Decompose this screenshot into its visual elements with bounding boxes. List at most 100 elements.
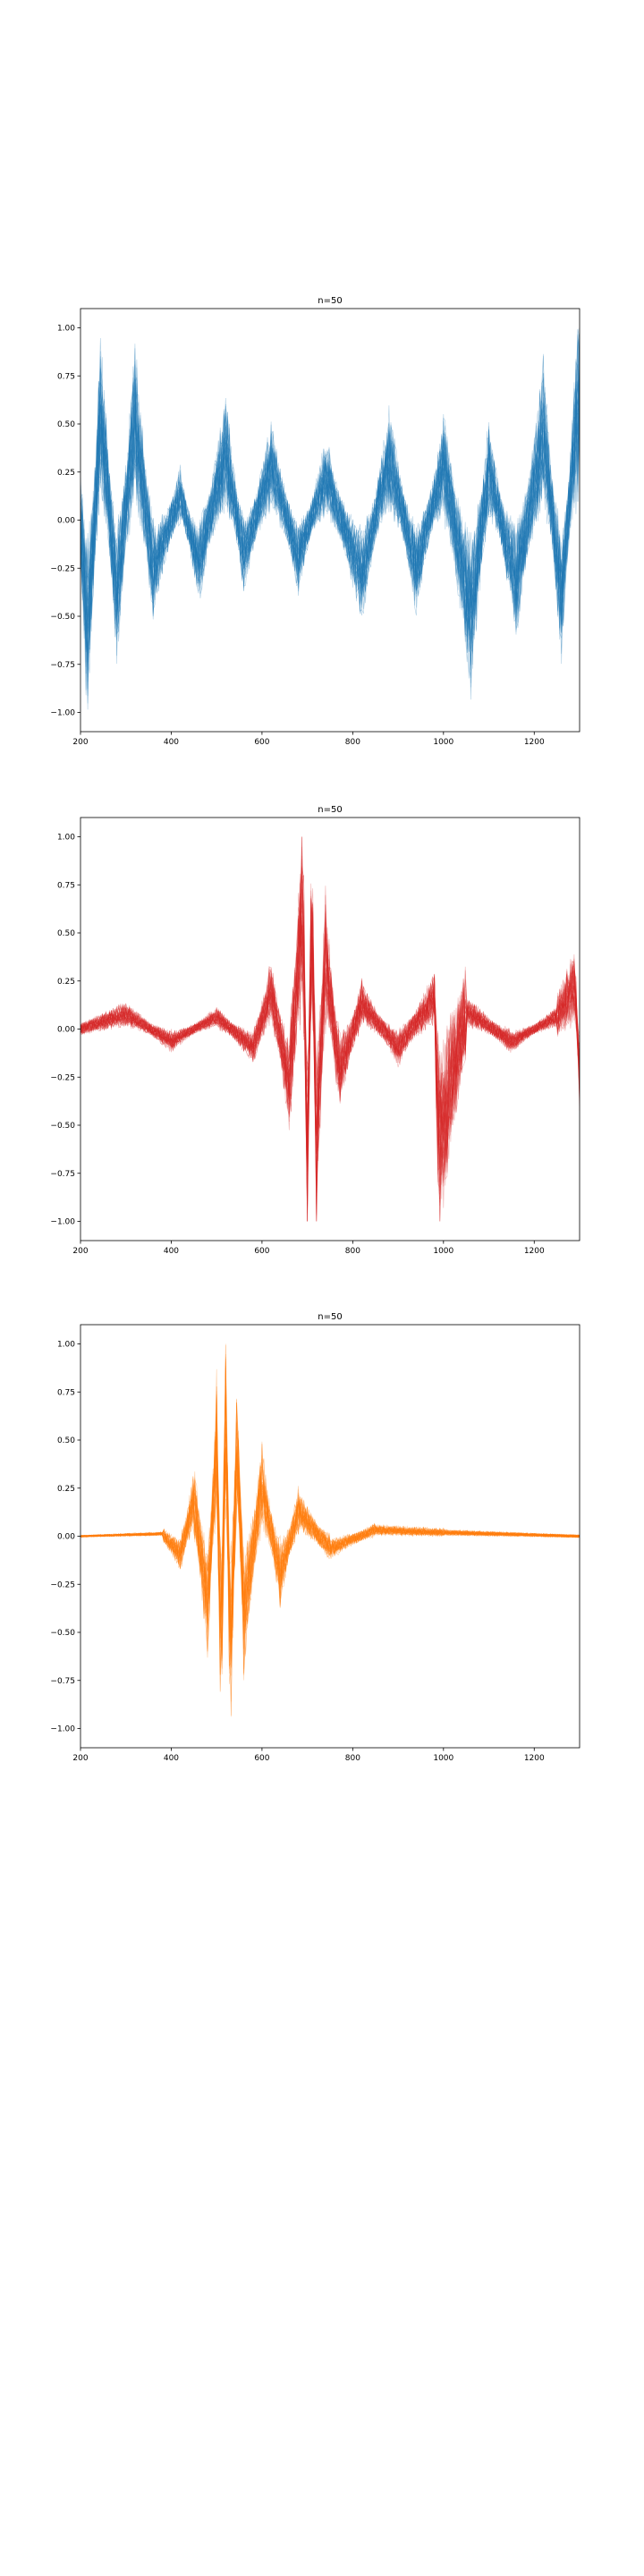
series-line	[80, 1366, 580, 1692]
series-line	[80, 1398, 580, 1675]
series-line	[80, 859, 580, 1222]
series-line	[80, 366, 580, 642]
chart-title: n=50	[318, 296, 342, 306]
series-line	[80, 1406, 580, 1663]
series-line	[80, 359, 580, 704]
series-line	[80, 924, 580, 1172]
series-group	[80, 327, 580, 710]
x-tick-label: 1000	[433, 1754, 453, 1763]
series-line	[80, 1385, 580, 1649]
series-line	[80, 367, 580, 674]
series-line	[80, 1422, 580, 1623]
x-tick-label: 200	[72, 1754, 88, 1763]
y-tick-label: −0.75	[50, 661, 75, 670]
series-line	[80, 875, 580, 1222]
axes-frame	[80, 1324, 580, 1749]
series-line	[80, 1402, 580, 1652]
series-line	[80, 369, 580, 655]
series-line	[80, 924, 580, 1181]
chart-panel-2: n=50 200 400 600 800 1000 1200 1.00 0.75 0.50 0.2…	[50, 1312, 580, 1763]
series-line	[80, 918, 580, 1222]
series-line	[80, 898, 580, 1205]
series-line	[80, 899, 580, 1222]
series-line	[80, 1356, 580, 1674]
series-line	[80, 890, 580, 1171]
y-tick-label: 1.00	[57, 1341, 75, 1350]
x-tick-label: 1000	[433, 738, 453, 747]
series-line	[80, 902, 580, 1168]
y-tick-label: −0.50	[50, 1122, 75, 1131]
series-line	[80, 1421, 580, 1645]
y-tick-label: 0.75	[57, 1388, 75, 1397]
series-line	[80, 335, 580, 629]
series-line	[80, 1385, 580, 1648]
series-group	[80, 836, 580, 1222]
series-line	[80, 1412, 580, 1674]
y-tick-label: 0.75	[57, 881, 75, 890]
y-tick-label: −1.00	[50, 1725, 75, 1734]
series-line	[80, 1432, 580, 1669]
series-line	[80, 911, 580, 1181]
y-tick-label: 0.25	[57, 978, 75, 987]
y-tick-label: −0.75	[50, 1170, 75, 1179]
x-tick-label: 400	[164, 1754, 179, 1763]
series-line	[80, 378, 580, 646]
series-line	[80, 1367, 580, 1716]
series-line	[80, 355, 580, 665]
series-line	[80, 1422, 580, 1631]
series-line	[80, 915, 580, 1207]
series-line	[80, 872, 580, 1214]
series-line	[80, 380, 580, 683]
series-line	[80, 911, 580, 1199]
series-line	[80, 334, 580, 664]
y-tick-label: 0.75	[57, 372, 75, 381]
series-line	[80, 921, 580, 1182]
series-line	[80, 392, 580, 700]
series-line	[80, 392, 580, 671]
series-line	[80, 359, 580, 623]
series-line	[80, 896, 580, 1166]
y-tick-label: 0.00	[57, 1026, 75, 1035]
y-tick-label: 1.00	[57, 834, 75, 843]
series-line	[80, 1384, 580, 1630]
series-line	[80, 327, 580, 657]
series-line	[80, 897, 580, 1207]
series-line	[80, 877, 580, 1174]
series-line	[80, 1344, 580, 1639]
series-line	[80, 881, 580, 1160]
series-line	[80, 1361, 580, 1676]
series-line	[80, 1436, 580, 1667]
series-line	[80, 367, 580, 652]
series-line	[80, 329, 580, 688]
y-tick-label: −1.00	[50, 709, 75, 718]
series-line	[80, 866, 580, 1151]
series-line	[80, 364, 580, 678]
y-tick-label: −0.25	[50, 1073, 75, 1082]
series-line	[80, 836, 580, 1216]
series-line	[80, 1440, 580, 1619]
series-line	[80, 919, 580, 1205]
series-line	[80, 385, 580, 666]
series-line	[80, 1391, 580, 1681]
series-line	[80, 1433, 580, 1640]
series-line	[80, 1368, 580, 1631]
series-line	[80, 1399, 580, 1661]
series-line	[80, 908, 580, 1222]
series-line	[80, 873, 580, 1166]
series-line	[80, 328, 580, 678]
series-line	[80, 335, 580, 690]
series-line	[80, 894, 580, 1159]
series-line	[80, 348, 580, 648]
x-tick-label: 600	[254, 1754, 269, 1763]
series-line	[80, 888, 580, 1151]
series-line	[80, 339, 580, 657]
y-tick-label: −0.25	[50, 564, 75, 573]
series-line	[80, 398, 580, 640]
chart-title: n=50	[318, 805, 342, 815]
y-tick-label: 0.50	[57, 1436, 75, 1445]
series-line	[80, 874, 580, 1158]
series-line	[80, 1386, 580, 1691]
series-line	[80, 351, 580, 660]
x-tick-label: 1200	[524, 1247, 545, 1256]
